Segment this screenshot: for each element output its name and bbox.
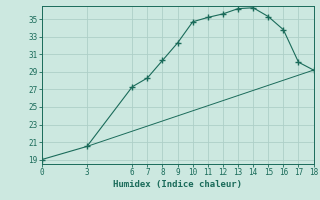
X-axis label: Humidex (Indice chaleur): Humidex (Indice chaleur) bbox=[113, 180, 242, 189]
